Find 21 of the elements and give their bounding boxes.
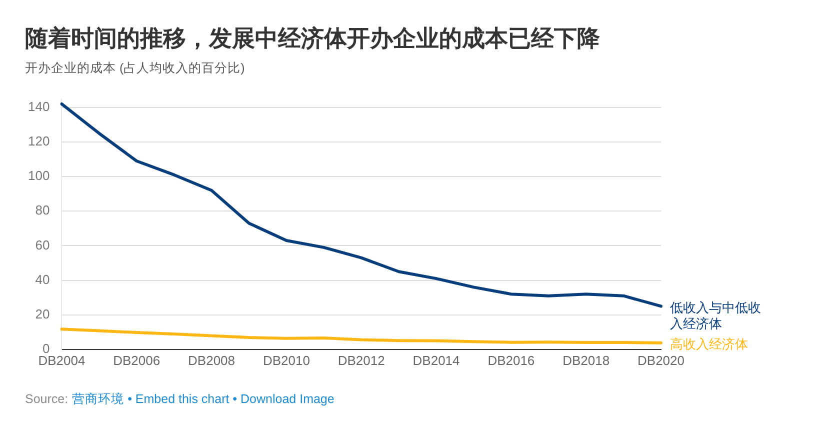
x-tick-label: DB2020 [638,352,684,368]
x-tick-label: DB2014 [412,352,460,368]
y-tick-label: 40 [35,272,50,287]
y-tick-label: 120 [28,134,50,149]
y-tick-label: 100 [28,168,50,184]
x-tick-label: DB2012 [338,352,385,368]
y-tick-label: 60 [35,237,50,252]
x-tick-label: DB2016 [488,352,535,368]
y-tick-label: 140 [28,99,50,114]
series-label: 低收入与中低收入经济体 [670,300,761,331]
x-tick-label: DB2008 [188,352,236,368]
source-note: Source: [25,392,68,406]
x-tick-label: DB2006 [113,352,160,368]
y-tick-label: 20 [35,306,50,322]
x-tick-label: DB2010 [262,352,310,368]
series-label: 高收入经济体 [670,336,748,352]
chart-title: 随着时间的推移，发展中经济体开办企业的成本已经下降 [25,24,600,53]
chart-subtitle: 开办企业的成本 (占人均收入的百分比) [25,60,245,77]
x-tick-label: DB2018 [562,352,610,368]
text: 营商环境 • Embed this chart • Download Image [72,392,334,406]
y-tick-label: 80 [35,202,50,218]
